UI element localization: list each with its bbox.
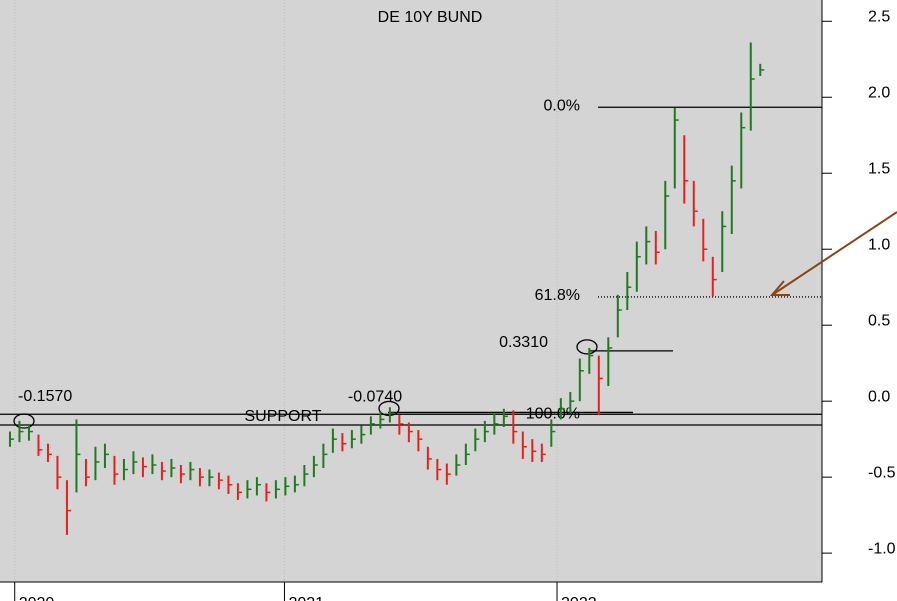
arrow-head bbox=[769, 280, 790, 296]
level-label: 100.0% bbox=[526, 405, 580, 422]
x-tick-label: 2022 bbox=[561, 595, 597, 601]
level-label: -0.0740 bbox=[348, 389, 402, 406]
level-circle bbox=[13, 413, 35, 429]
level-label: -0.1570 bbox=[18, 388, 72, 405]
plot-background bbox=[0, 0, 822, 582]
level-circle bbox=[576, 339, 598, 355]
chart-title: DE 10Y BUND bbox=[378, 9, 483, 26]
y-tick-label: 2.0 bbox=[868, 84, 890, 101]
y-tick-label: -0.5 bbox=[868, 464, 896, 481]
x-tick-label: 2020 bbox=[19, 595, 55, 601]
level-label: SUPPORT bbox=[244, 408, 321, 425]
level-label: 0.0% bbox=[544, 98, 580, 115]
level-label: 0.3310 bbox=[499, 334, 548, 351]
y-tick-label: 1.5 bbox=[868, 160, 890, 177]
y-tick-label: -1.0 bbox=[868, 540, 896, 557]
y-tick-label: 0.0 bbox=[868, 388, 890, 405]
y-tick-label: 2.5 bbox=[868, 8, 890, 25]
y-tick-label: 0.5 bbox=[868, 312, 890, 329]
x-tick-label: 2021 bbox=[288, 595, 324, 601]
arrow bbox=[771, 211, 897, 296]
level-label: 61.8% bbox=[535, 287, 580, 304]
y-tick-label: 1.0 bbox=[868, 236, 890, 253]
